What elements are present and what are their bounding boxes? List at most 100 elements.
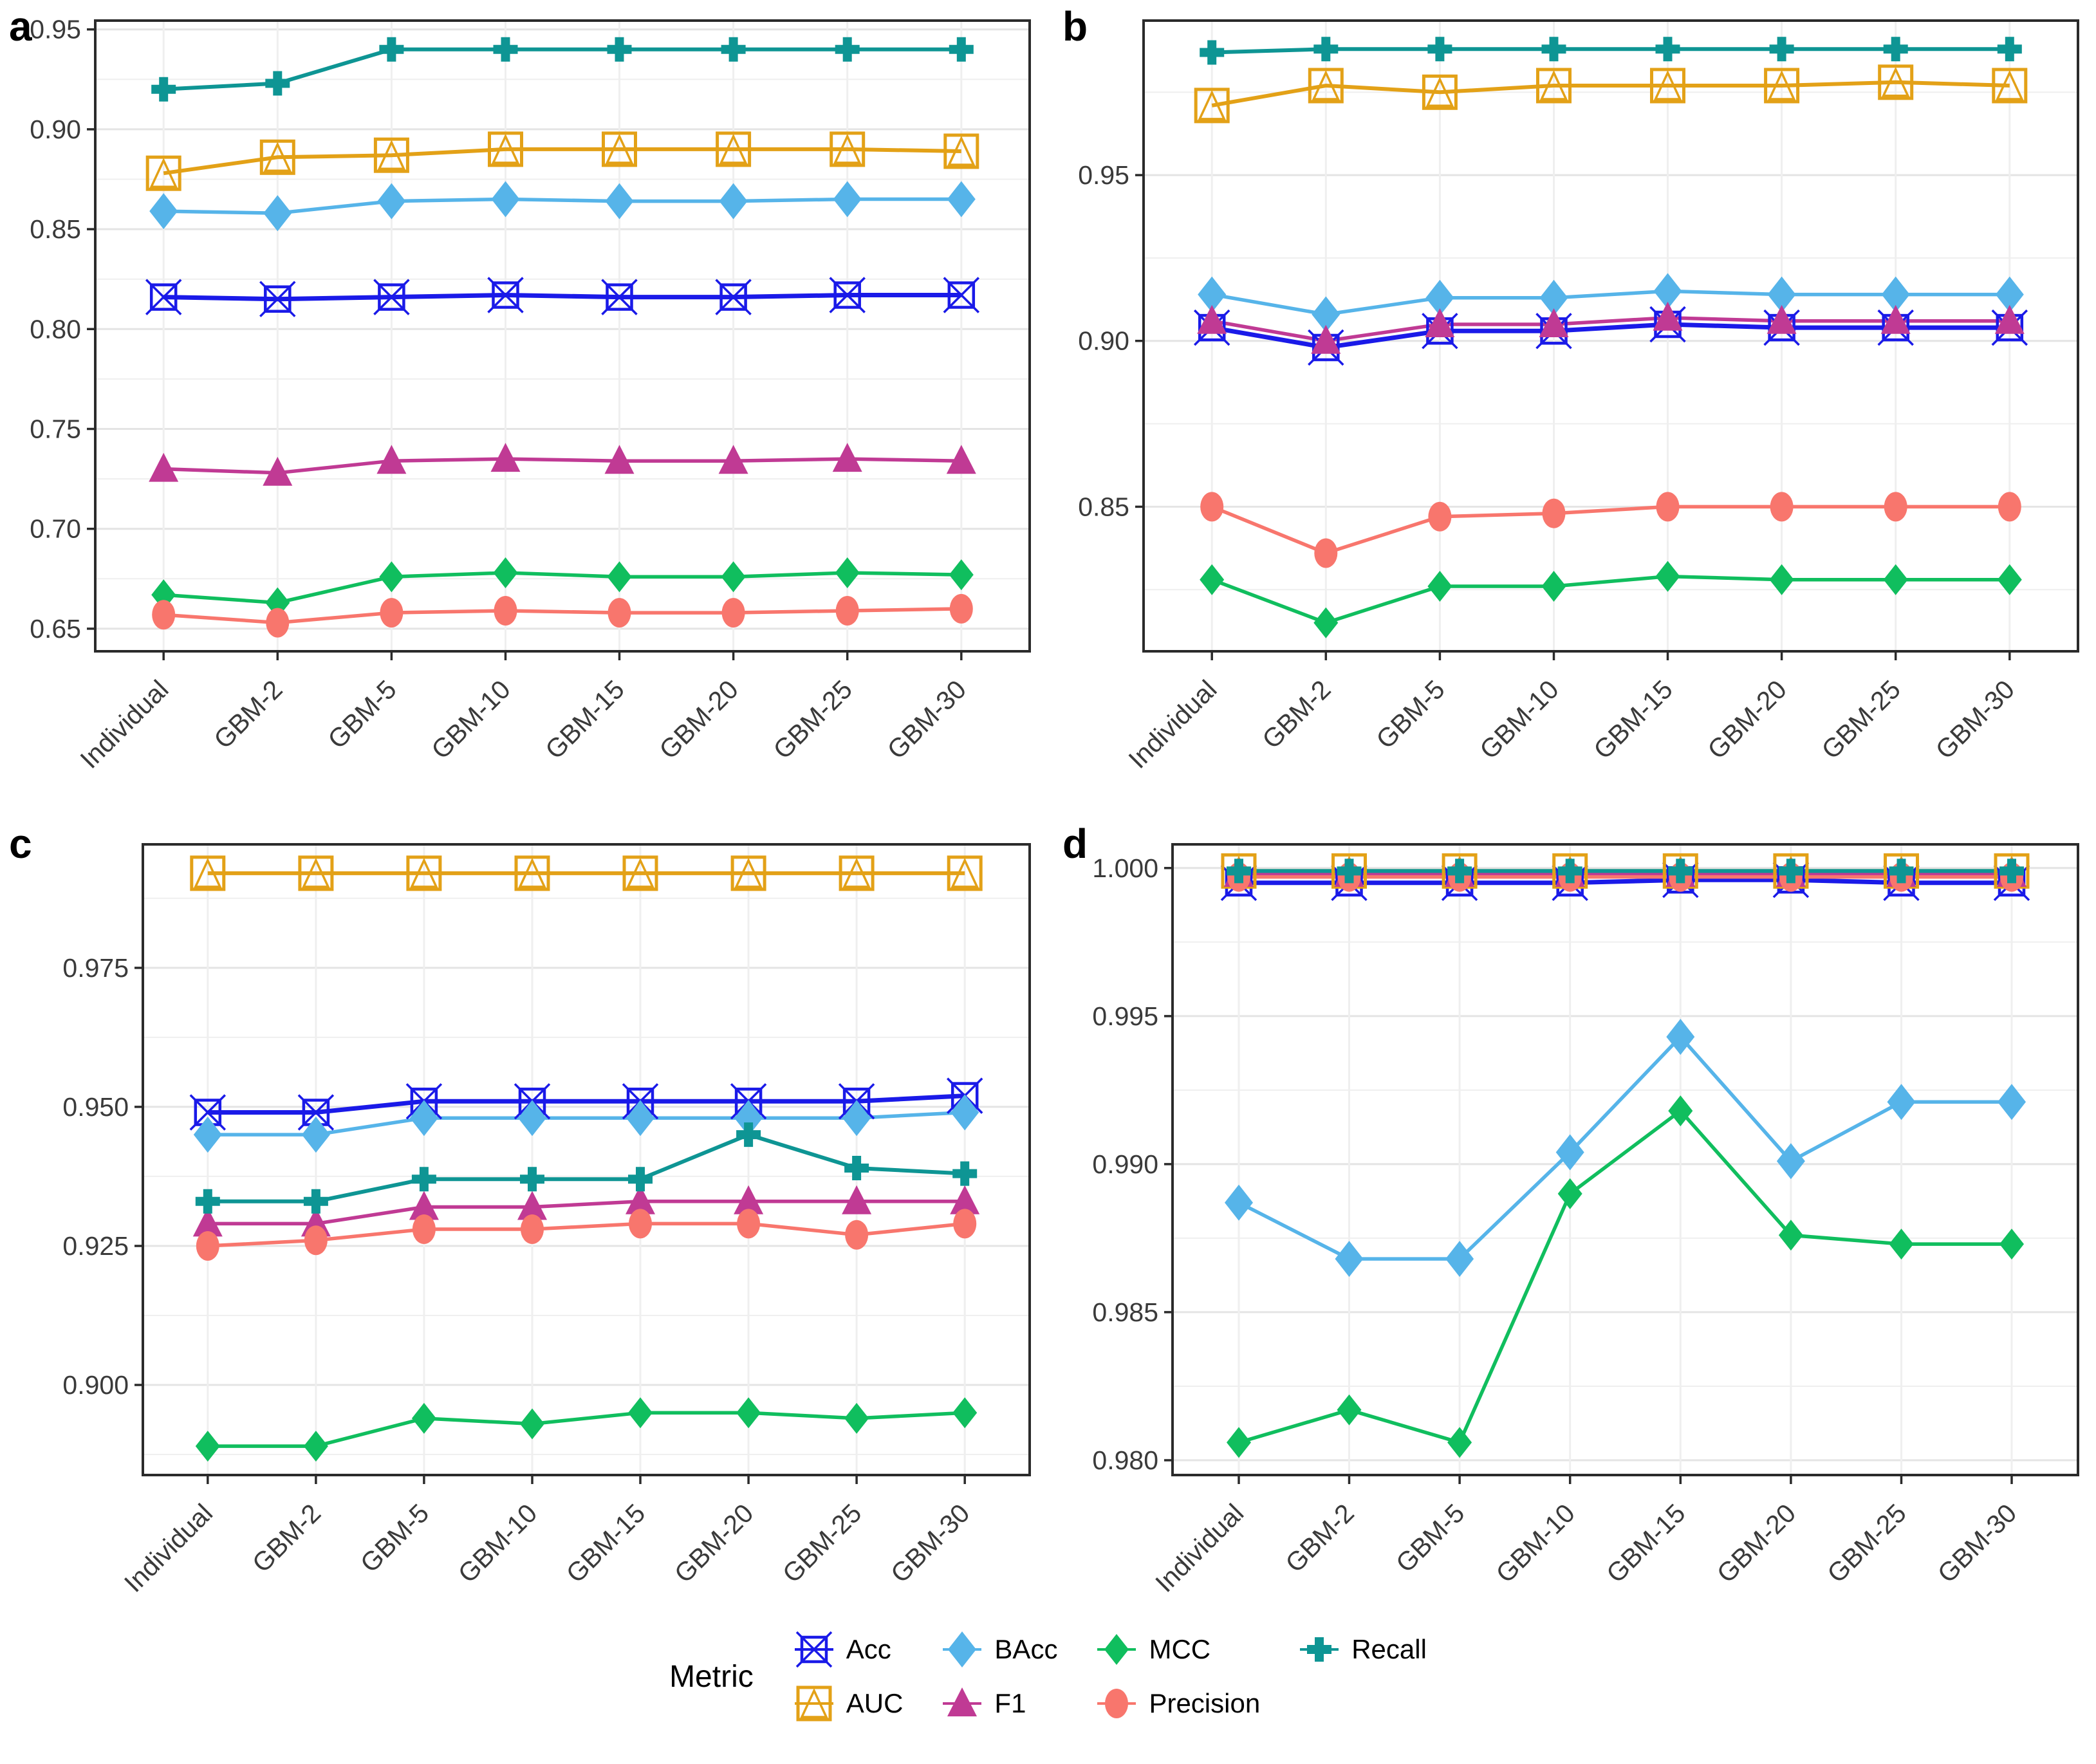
y-tick-label: 1.000 xyxy=(1092,853,1158,883)
Acc-markers xyxy=(145,277,980,317)
AUC-markers xyxy=(190,855,983,891)
MCC-markers xyxy=(151,557,974,618)
y-tick-label: 0.985 xyxy=(1092,1297,1158,1327)
Precision-line xyxy=(207,1221,965,1248)
legend-title: Metric xyxy=(669,1659,754,1694)
F1-line xyxy=(163,457,961,475)
x-tick-label: Individual xyxy=(1149,1498,1249,1598)
x-tick-label: Individual xyxy=(118,1498,218,1598)
F1-markers xyxy=(1197,301,2025,354)
panel-c-label: c xyxy=(9,821,32,867)
series-lines xyxy=(1238,869,2012,1445)
legend-item-acc: Acc xyxy=(791,1631,904,1668)
y-tick-label: 0.85 xyxy=(1078,492,1129,521)
mcc-marker-icon xyxy=(1097,1634,1136,1665)
legend-columns: Acc AUC BAcc F1 MCC Preci xyxy=(791,1631,1427,1722)
x-tick-label: GBM-15 xyxy=(539,674,629,765)
x-tick-label: GBM-25 xyxy=(777,1498,867,1588)
auc-marker-icon xyxy=(794,1685,833,1722)
series-lines xyxy=(207,871,965,1448)
x-tick-label: GBM-30 xyxy=(885,1498,975,1588)
x-axis-labels: Individual GBM-2 GBM-5 GBM-10 GBM-15 GBM-20 GB… xyxy=(75,651,972,774)
MCC-markers xyxy=(1200,561,2022,638)
x-axis-labels: Individual GBM-2 GBM-5 GBM-10 GBM-15 GBM-20 GB… xyxy=(1123,651,2020,774)
x-tick-label: GBM-25 xyxy=(768,674,858,765)
y-tick-label: 0.95 xyxy=(1078,160,1129,190)
x-tick-label: GBM-2 xyxy=(208,674,288,754)
legend-item-label: Recall xyxy=(1351,1634,1427,1664)
grid-minor xyxy=(95,79,1030,580)
panel-b-label: b xyxy=(1062,3,1088,50)
legend-column-2: BAcc F1 xyxy=(939,1631,1057,1722)
BAcc-markers xyxy=(1225,1019,2026,1277)
panel-b: b 0.85 0.90 0.95 Individual GBM-2 GBM-5 GBM-10… xyxy=(1053,0,2096,804)
AUC-markers xyxy=(145,131,979,191)
Precision-line xyxy=(163,607,961,625)
panel-a-label: a xyxy=(9,3,32,50)
x-tick-label: GBM-20 xyxy=(669,1498,759,1588)
panel-d: d 0.980 0.985 0.990 0.995 1.000 Individual GBM… xyxy=(1053,817,2096,1622)
panel-c-chart: 0.900 0.925 0.950 0.975 Individual GBM-2 GBM-5… xyxy=(62,843,1031,1598)
x-tick-label: GBM-30 xyxy=(1930,674,2020,765)
x-tick-label: GBM-20 xyxy=(1711,1498,1801,1588)
Recall-markers xyxy=(151,37,974,102)
plot-border xyxy=(142,843,1031,1476)
F1-markers xyxy=(192,1185,980,1237)
BAcc-markers xyxy=(149,181,976,232)
x-tick-label: GBM-10 xyxy=(425,674,515,765)
x-tick-label: GBM-10 xyxy=(1490,1498,1581,1588)
grid-vertical xyxy=(1238,844,2013,1475)
x-tick-label: GBM-10 xyxy=(452,1498,543,1588)
grid-minor xyxy=(143,897,1030,1455)
legend-item-label: Precision xyxy=(1149,1688,1261,1718)
legend-column-3: MCC Precision xyxy=(1093,1631,1260,1722)
MCC-line xyxy=(1211,574,2010,625)
x-axis-labels: Individual GBM-2 GBM-5 GBM-10 GBM-15 GBM-20 GB… xyxy=(1149,1475,2022,1598)
y-tick-label: 0.70 xyxy=(30,514,81,544)
grid-minor xyxy=(1144,91,2078,591)
legend-item-f1: F1 xyxy=(939,1685,1057,1722)
y-tick-label: 0.85 xyxy=(30,214,81,244)
legend-item-bacc: BAcc xyxy=(939,1631,1057,1668)
acc-marker-icon xyxy=(794,1631,833,1668)
series-markers xyxy=(145,37,980,638)
Recall-line xyxy=(207,1132,965,1203)
legend-item-label: F1 xyxy=(994,1688,1026,1718)
plot-border xyxy=(94,19,1031,653)
y-tick-label: 0.950 xyxy=(62,1092,129,1122)
recall-marker-icon xyxy=(1300,1637,1339,1662)
grid-vertical xyxy=(207,844,966,1475)
plot-border xyxy=(1171,843,2079,1476)
x-tick-label: GBM-5 xyxy=(322,674,402,754)
y-tick-label: 0.990 xyxy=(1092,1149,1158,1179)
MCC-markers xyxy=(1227,1095,2024,1458)
y-tick-label: 0.90 xyxy=(1078,326,1129,356)
BAcc-markers xyxy=(1198,273,2024,333)
Recall-markers xyxy=(195,1122,978,1214)
x-tick-label: Individual xyxy=(1123,674,1223,774)
Precision-markers xyxy=(1200,492,2021,568)
x-tick-label: GBM-25 xyxy=(1816,674,1906,765)
AUC-markers xyxy=(1194,64,2028,124)
legend-item-precision: Precision xyxy=(1093,1685,1260,1722)
x-tick-label: GBM-25 xyxy=(1821,1498,1911,1588)
grid-major: 0.65 0.70 0.75 0.80 0.85 0.90 0.95 xyxy=(30,15,1030,644)
y-tick-label: 0.995 xyxy=(1092,1001,1158,1031)
legend-item-label: BAcc xyxy=(994,1634,1058,1664)
x-tick-label: GBM-5 xyxy=(1370,674,1450,754)
bacc-marker-icon xyxy=(943,1631,982,1667)
Precision-line xyxy=(1211,505,2010,555)
y-tick-label: 0.75 xyxy=(30,414,81,444)
Acc-line xyxy=(1211,322,2010,350)
MCC-line xyxy=(207,1411,965,1448)
F1-markers xyxy=(149,443,976,486)
series-markers xyxy=(189,855,983,1462)
y-tick-label: 0.80 xyxy=(30,314,81,344)
x-tick-label: GBM-15 xyxy=(1588,674,1678,765)
legend-item-label: Acc xyxy=(846,1634,891,1664)
series-lines xyxy=(1211,47,2010,625)
Precision-markers xyxy=(152,593,973,638)
grid-minor xyxy=(1173,941,2078,1387)
F1-line xyxy=(207,1200,965,1226)
legend-item-mcc: MCC xyxy=(1093,1631,1260,1668)
